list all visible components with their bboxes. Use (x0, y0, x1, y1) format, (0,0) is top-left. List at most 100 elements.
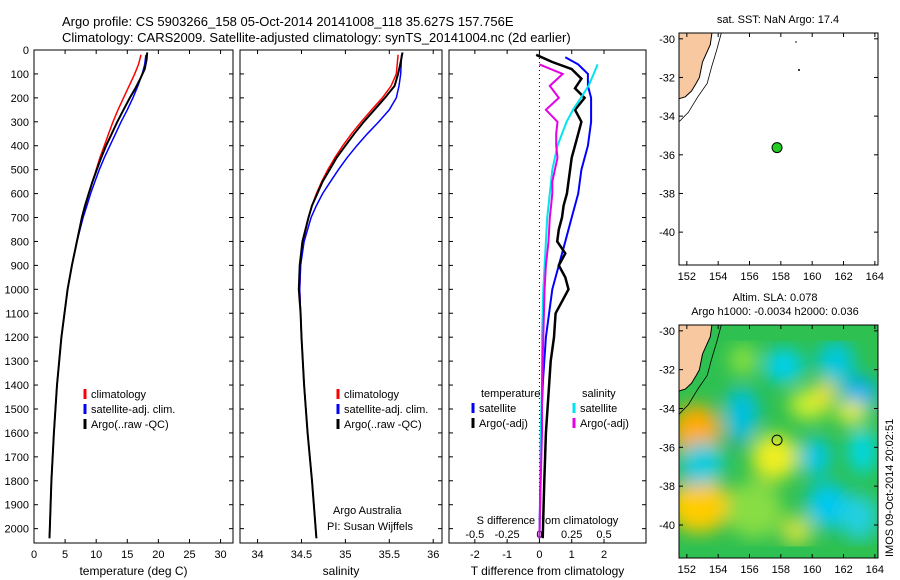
y-tick-label: 200 (11, 93, 29, 105)
map-bottom-title1: Altim. SLA: 0.078 (733, 292, 818, 304)
y-tick-label: 1200 (5, 332, 29, 344)
sla-blob (805, 482, 850, 529)
lat-tick-label: -36 (659, 150, 675, 162)
x-tick-label: -1 (502, 549, 512, 561)
sla-blob (835, 400, 868, 425)
x-tick-label: 15 (121, 549, 133, 561)
sla-blob (729, 344, 758, 376)
figure-title-line1: Argo profile: CS 5903266_158 05-Oct-2014… (62, 14, 514, 29)
y-tick-label: 1900 (5, 500, 29, 512)
lon-tick-label: 164 (866, 271, 884, 283)
y-tick-label: 800 (11, 236, 29, 248)
s-tick-label: 0.5 (596, 529, 611, 541)
legend-label: salinity (582, 388, 616, 400)
map-frame (678, 32, 879, 266)
y-tick-label: 2000 (5, 524, 29, 536)
y-tick-label: 1600 (5, 428, 29, 440)
profile-panel-1: 0100200300400500600700800900100011001200… (5, 45, 234, 578)
legend-label: Argo(-adj) (580, 418, 629, 430)
shelf-contour (678, 32, 722, 123)
coastline-land (678, 32, 713, 100)
y-tick-label: 1100 (5, 308, 29, 320)
sla-blob (724, 387, 759, 442)
lat-tick-label: -32 (659, 365, 675, 377)
lat-tick-label: -38 (659, 481, 675, 493)
legend-label: satellite-adj. clim. (344, 404, 428, 416)
lon-tick-label: 158 (772, 271, 790, 283)
sla-blob (848, 427, 877, 475)
x-tick-label: 34 (251, 549, 263, 561)
lon-tick-label: 158 (772, 564, 790, 576)
y-tick-label: 1500 (5, 404, 29, 416)
plot-frame (448, 49, 647, 544)
legend-label: satellite (580, 403, 617, 415)
sla-blob (816, 340, 855, 384)
lon-tick-label: 152 (678, 564, 696, 576)
sla-blob (751, 433, 799, 481)
y-tick-label: 0 (23, 45, 29, 57)
sla-blob (813, 381, 836, 405)
legend-label: temperature (481, 388, 540, 400)
x-axis-label: salinity (323, 564, 360, 578)
lat-tick-label: -34 (659, 111, 675, 123)
y-tick-label: 1400 (5, 380, 29, 392)
s-axis-label: S difference from climatology (477, 515, 619, 527)
x-tick-label: 30 (214, 549, 226, 561)
map-top: 152 154 156 158 160 162 164 -30 -32 -34 -36 -38 -40 (659, 32, 884, 283)
profile-panel-2: 34 34.5 35 35.5 36 salinity climatology satelli… (239, 49, 443, 578)
lon-tick-label: 164 (866, 564, 884, 576)
y-tick-label: 400 (11, 141, 29, 153)
y-tick-label: 1000 (5, 284, 29, 296)
sla-field (679, 325, 878, 558)
series-line-climatology (48, 54, 142, 539)
lat-tick-label: -36 (659, 442, 675, 454)
lat-tick-label: -30 (659, 34, 675, 46)
lat-tick-label: -38 (659, 188, 675, 200)
sla-blob (780, 515, 813, 547)
x-tick-label: 35 (339, 549, 351, 561)
lat-tick-label: -34 (659, 403, 675, 415)
y-tick-label: 900 (11, 260, 29, 272)
plot-frame (33, 49, 234, 544)
lon-tick-label: 156 (740, 271, 758, 283)
y-tick-label: 100 (11, 69, 29, 81)
lon-tick-label: 162 (834, 564, 852, 576)
series-line-satellite-adj--clim- (48, 54, 147, 539)
sla-blob (680, 441, 725, 485)
lon-tick-label: 162 (834, 271, 852, 283)
x-tick-label: 0 (536, 549, 542, 561)
lon-tick-label: 154 (709, 271, 727, 283)
y-tick-label: 1300 (5, 356, 29, 368)
series-line-argo---raw--qc- (48, 52, 149, 539)
credit-line2: PI: Susan Wijffels (327, 521, 413, 533)
x-tick-label: 34.5 (291, 549, 312, 561)
coastline-land (678, 324, 713, 392)
legend-label: climatology (344, 389, 400, 401)
x-tick-label: 1 (569, 549, 575, 561)
plot-frame (239, 49, 443, 544)
series-line-climatology (298, 54, 399, 539)
y-tick-label: 500 (11, 165, 29, 177)
series-line-satellite-adj--clim- (298, 54, 403, 539)
series-line-argo---raw--qc- (297, 52, 404, 539)
lon-tick-label: 160 (803, 564, 821, 576)
figure-title-line2: Climatology: CARS2009. Satellite-adjuste… (62, 30, 571, 45)
shelf-contour (678, 324, 722, 415)
imos-timestamp: IMOS 09-Oct-2014 20:02:51 (884, 419, 896, 557)
map-top-title: sat. SST: NaN Argo: 17.4 (717, 14, 839, 26)
sla-blobs (679, 340, 878, 547)
y-tick-label: 300 (11, 117, 29, 129)
legend-label: Argo(..raw -QC) (344, 419, 422, 431)
x-tick-label: 10 (90, 549, 102, 561)
argo-position-marker (771, 142, 783, 154)
x-tick-label: 35.5 (379, 549, 400, 561)
argo-position-marker (771, 434, 783, 446)
y-tick-label: 600 (11, 189, 29, 201)
lon-tick-label: 152 (678, 271, 696, 283)
legend-label: Argo(..raw -QC) (91, 419, 169, 431)
x-tick-label: 20 (152, 549, 164, 561)
x-axis-label: temperature (deg C) (79, 564, 187, 578)
lon-tick-label: 160 (803, 271, 821, 283)
s-tick-label: -0.25 (495, 529, 520, 541)
